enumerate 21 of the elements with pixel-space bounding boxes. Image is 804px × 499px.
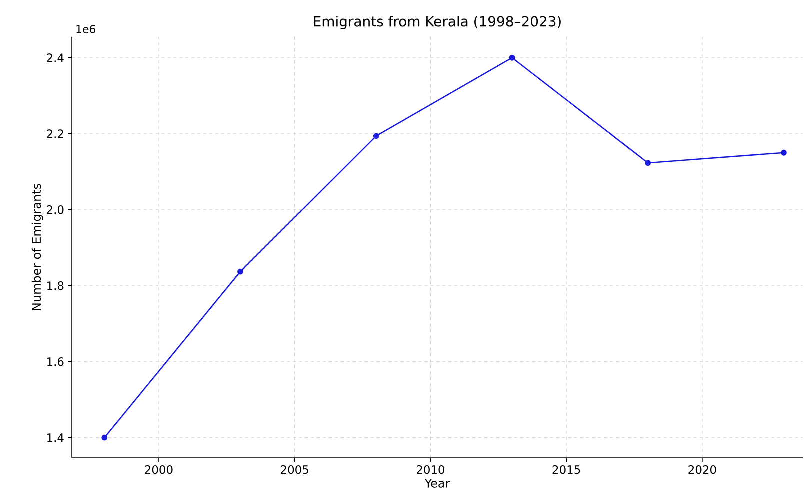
y-tick-label: 2.4 (47, 54, 64, 62)
y-tick-label: 2.2 (47, 130, 64, 138)
y-tick-label: 1.8 (48, 282, 64, 290)
point (102, 434, 108, 441)
point (645, 160, 652, 166)
chart-title: Emigrants from Kerala (1998–2023) (314, 16, 561, 30)
y-tick-label: 2.0 (47, 206, 64, 214)
y-tick-label: 1.6 (48, 358, 64, 366)
x-tick-label: 2015 (552, 466, 580, 474)
x-axis-title: Year (424, 479, 450, 488)
point (238, 268, 244, 275)
point (509, 54, 516, 61)
y-tick-label: 1.4 (48, 434, 64, 442)
point (373, 133, 380, 140)
x-tick-label: 2010 (416, 466, 445, 474)
text: 1e6 (76, 25, 96, 34)
y-axis-title: Number of Emigrants (32, 184, 44, 310)
x-tick-label: 2005 (281, 466, 308, 474)
point (781, 150, 787, 156)
x-tick-label: 2000 (145, 466, 173, 474)
x-tick-label: 2020 (688, 466, 716, 474)
